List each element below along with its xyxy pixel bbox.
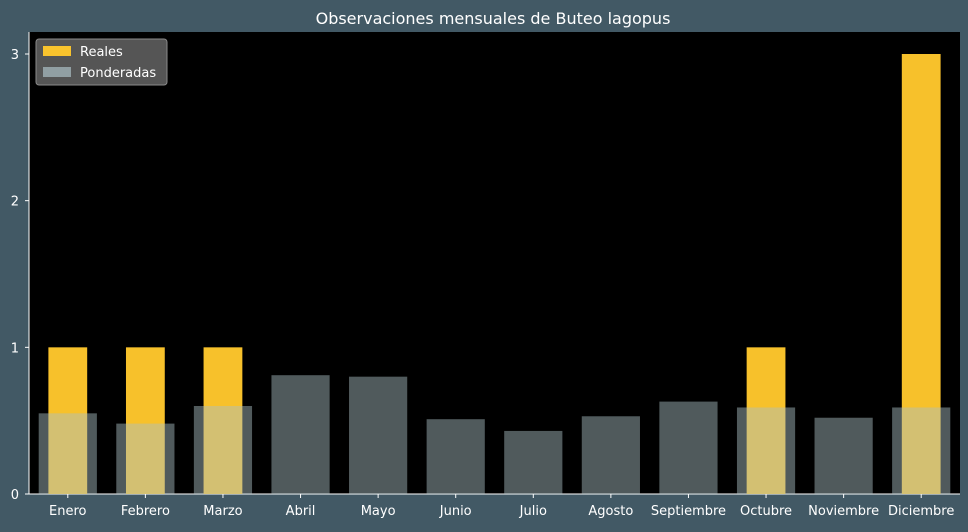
plot-area [29,32,960,494]
chart-title: Observaciones mensuales de Buteo lagopus [316,9,671,28]
bar-ponderadas [504,430,563,494]
x-tick-label: Abril [286,504,316,519]
x-tick-label: Noviembre [808,504,879,519]
bar-reales [203,347,243,494]
x-tick-label: Junio [439,504,472,519]
x-tick-label: Enero [49,504,87,519]
y-tick-label: 2 [11,195,19,210]
x-tick-label: Agosto [588,504,633,519]
legend-swatch [43,67,71,77]
bar-reales [48,347,88,494]
x-tick-label: Febrero [121,504,170,519]
bar-ponderadas [349,376,408,494]
bar-reales [746,347,786,494]
bar-ponderadas [271,375,330,494]
bars-reales [48,54,941,494]
y-axis: 0 1 2 3 [11,32,30,503]
x-tick-label: Mayo [361,504,396,519]
bar-ponderadas [426,419,485,494]
x-tick-label: Septiembre [651,504,726,519]
legend: Reales Ponderadas [35,38,168,86]
bar-ponderadas [736,407,796,494]
bar-ponderadas [581,416,640,494]
y-tick-label: 1 [11,341,19,356]
x-tick-label: Diciembre [888,504,954,519]
y-tick-label: 3 [11,48,19,63]
legend-swatch [43,46,71,56]
bar-reales [125,347,165,494]
x-tick-label: Julio [519,504,547,519]
bars-ponderadas [38,375,951,494]
x-axis: Enero Febrero Marzo Abril Mayo Junio Julio Agos… [29,493,960,519]
bar-ponderadas [116,423,175,494]
legend-label: Ponderadas [80,66,156,81]
bar-ponderadas [193,406,253,494]
bar-ponderadas [38,413,97,494]
bar-reales [901,54,941,494]
bar-ponderadas [892,407,951,494]
bar-ponderadas [814,417,873,494]
x-tick-label: Octubre [740,504,792,519]
bar-ponderadas [659,401,718,494]
y-tick-label: 0 [11,488,19,503]
legend-label: Reales [80,45,123,60]
x-tick-label: Marzo [203,504,242,519]
